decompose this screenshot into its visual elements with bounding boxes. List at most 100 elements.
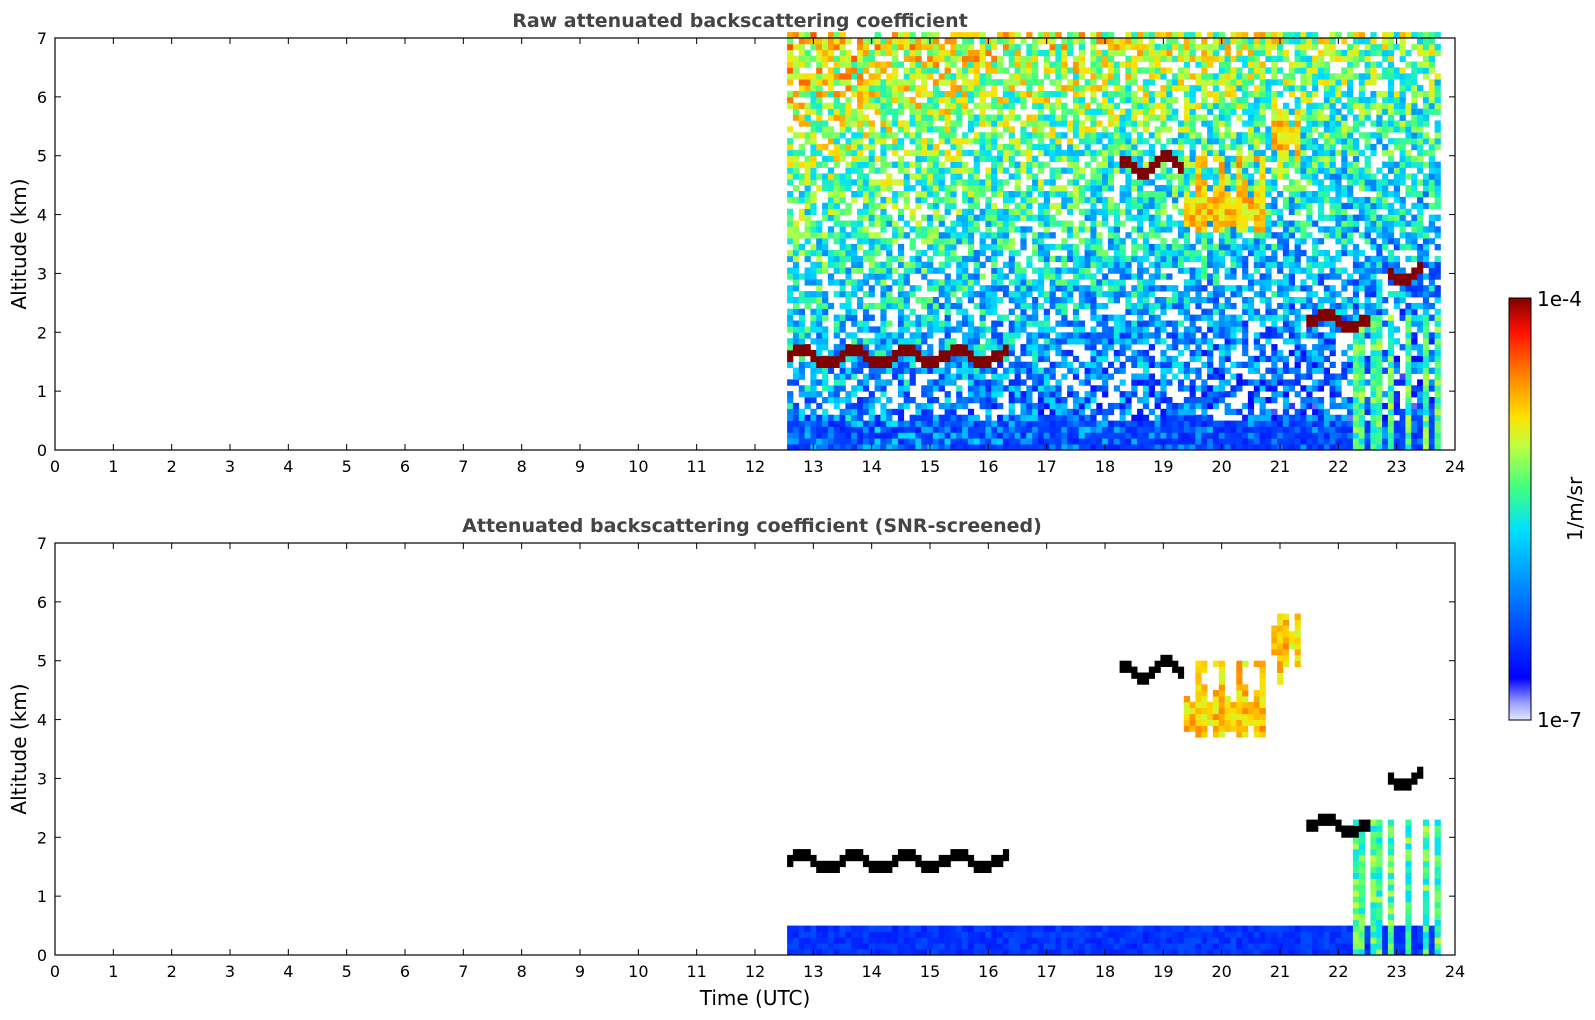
heatmap-cell <box>1271 220 1278 227</box>
heatmap-cell <box>1236 249 1243 257</box>
heatmap-cell <box>798 32 805 39</box>
heatmap-cell <box>950 414 957 421</box>
heatmap-cell <box>798 85 805 92</box>
heatmap-cell <box>967 232 975 239</box>
heatmap-cell <box>1224 55 1231 62</box>
heatmap-cell <box>979 185 986 192</box>
heatmap-cell <box>880 273 887 280</box>
heatmap-cell <box>792 273 800 280</box>
heatmap-cell <box>1259 38 1266 45</box>
heatmap-cell <box>1072 426 1080 433</box>
heatmap-cell <box>1195 432 1202 439</box>
heatmap-cell <box>862 232 870 239</box>
heatmap-cell <box>851 255 858 263</box>
heatmap-cell <box>1137 85 1144 92</box>
heatmap-cell <box>956 49 963 57</box>
heatmap-cell <box>1102 273 1109 280</box>
heatmap-cell <box>1072 355 1080 363</box>
heatmap-cell <box>1247 149 1255 157</box>
heatmap-cell <box>1072 444 1080 451</box>
heatmap-cell <box>1224 349 1231 357</box>
heatmap-cell <box>1259 249 1266 257</box>
heatmap-cell <box>1166 108 1173 115</box>
heatmap-cell <box>1084 108 1091 115</box>
heatmap-cell <box>1067 85 1074 92</box>
heatmap-cell <box>1183 232 1190 239</box>
heatmap-cell <box>973 361 980 368</box>
heatmap-cell <box>880 179 887 186</box>
heatmap-cell <box>892 420 899 427</box>
heatmap-cell <box>956 426 963 433</box>
heatmap-cell <box>1142 120 1150 127</box>
heatmap-cell <box>1166 344 1173 351</box>
heatmap-cell <box>1090 149 1097 157</box>
heatmap-cell <box>1177 291 1185 298</box>
heatmap-cell <box>1183 326 1190 333</box>
heatmap-cell <box>932 397 940 404</box>
heatmap-cell <box>892 361 899 368</box>
heatmap-cell <box>845 426 852 433</box>
heatmap-cell <box>851 120 858 127</box>
heatmap-cell <box>880 420 887 427</box>
heatmap-cell <box>1224 355 1231 363</box>
heatmap-cell <box>857 126 864 133</box>
heatmap-cell <box>944 120 951 127</box>
heatmap-cell <box>1067 320 1074 327</box>
heatmap-cell <box>1212 208 1220 215</box>
heatmap-cell <box>1224 79 1231 86</box>
heatmap-cell <box>1271 102 1278 109</box>
heatmap-cell <box>1212 249 1220 257</box>
heatmap-cell <box>880 297 887 304</box>
heatmap-cell <box>1043 273 1050 280</box>
heatmap-cell <box>915 332 922 339</box>
heatmap-cell <box>810 138 817 145</box>
heatmap-cell <box>1323 226 1330 233</box>
heatmap-cell <box>932 385 940 392</box>
heatmap-cell <box>1026 155 1033 162</box>
heatmap-cell <box>1090 291 1097 298</box>
heatmap-cell <box>886 249 893 257</box>
heatmap-cell <box>1160 173 1167 180</box>
heatmap-cell <box>1160 149 1167 157</box>
heatmap-cell <box>892 43 899 51</box>
heatmap-cell <box>1166 367 1173 374</box>
heatmap-cell <box>1096 220 1103 227</box>
heatmap-cell <box>1218 332 1225 339</box>
heatmap-cell <box>927 367 934 374</box>
heatmap-cell <box>1084 138 1091 145</box>
heatmap-cell <box>1037 79 1045 86</box>
heatmap-cell <box>1253 179 1260 186</box>
heatmap-cell <box>1306 208 1313 215</box>
heatmap-cell <box>1177 143 1185 151</box>
heatmap-cell <box>938 232 945 239</box>
heatmap-cell <box>1294 267 1301 274</box>
heatmap-cell <box>997 338 1004 345</box>
heatmap-cell <box>932 320 940 327</box>
heatmap-cell <box>892 202 899 210</box>
heatmap-cell <box>787 444 794 451</box>
heatmap-cell <box>1014 202 1021 210</box>
heatmap-cell <box>1247 108 1255 115</box>
heatmap-cell <box>1125 355 1132 363</box>
heatmap-cell <box>1247 285 1255 292</box>
heatmap-cell <box>1107 167 1115 174</box>
heatmap-cell <box>997 114 1004 121</box>
heatmap-cell <box>1224 344 1231 351</box>
heatmap-cell <box>1195 297 1202 304</box>
heatmap-cell <box>1265 91 1272 98</box>
heatmap-cell <box>997 149 1004 157</box>
heatmap-cell <box>1020 438 1027 445</box>
heatmap-cell <box>1253 226 1260 233</box>
heatmap-cell <box>1043 349 1050 357</box>
heatmap-cell <box>909 320 916 327</box>
heatmap-cell <box>892 426 899 433</box>
heatmap-cell <box>810 314 817 321</box>
heatmap-cell <box>938 238 945 245</box>
heatmap-cell <box>810 149 817 157</box>
heatmap-cell <box>1277 314 1284 321</box>
heatmap-cell <box>787 361 794 368</box>
heatmap-cell <box>1253 291 1260 298</box>
heatmap-cell <box>909 49 916 57</box>
heatmap-cell <box>1102 385 1109 392</box>
heatmap-cell <box>1026 49 1033 57</box>
